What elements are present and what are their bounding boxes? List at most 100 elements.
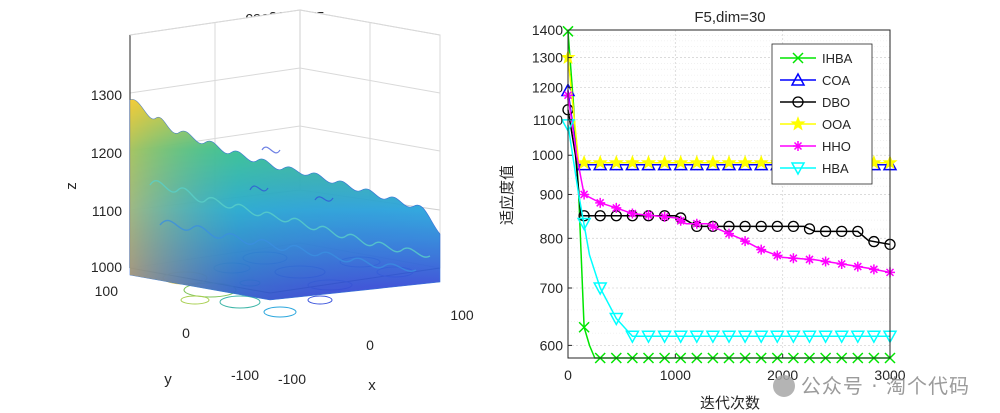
- z-axis-label: z: [63, 182, 80, 190]
- wechat-icon: [772, 375, 795, 397]
- watermark-text: 公众号 · 淘个代码: [800, 374, 970, 398]
- y-tick-label: 1400: [532, 22, 563, 38]
- legend-item-dbo: DBO: [780, 95, 850, 110]
- marker-hba: [786, 330, 801, 344]
- x-axis-label: x: [368, 377, 376, 394]
- marker-dbo: [739, 220, 751, 233]
- marker-hho: [724, 228, 734, 239]
- marker-hba: [673, 330, 688, 344]
- legend-label: OOA: [822, 117, 851, 132]
- surface-plot: [129, 99, 441, 301]
- legend-marker: [792, 96, 804, 108]
- series-hba: [560, 119, 898, 344]
- marker-ooa: [624, 154, 640, 170]
- legend: IHBA COA DBO OOA HHO HBA: [771, 43, 873, 185]
- marker-ooa: [608, 154, 624, 170]
- marker-ihba: [578, 321, 590, 333]
- legend-item-coa: COA: [780, 72, 851, 88]
- marker-hho: [643, 210, 654, 221]
- marker-ooa: [640, 154, 657, 170]
- z-tick-1200: 1200: [91, 145, 122, 161]
- legend-box: [771, 43, 873, 185]
- legend-label: DBO: [822, 95, 850, 110]
- right-convergence-plot: F5,dim=30 1400 1300 1200 1100 1000 900 800 700 6…: [498, 9, 906, 412]
- marker-hba: [641, 330, 656, 344]
- marker-hho: [740, 236, 751, 247]
- marker-dbo: [868, 235, 880, 248]
- series-line-ooa: [567, 57, 890, 164]
- marker-hba: [850, 330, 866, 344]
- x-tick-neg100: -100: [278, 371, 306, 387]
- marker-ooa: [705, 154, 721, 170]
- marker-hba: [818, 330, 833, 344]
- marker-hho: [868, 264, 879, 275]
- legend-item-hba: HBA: [780, 161, 849, 176]
- marker-ooa: [737, 154, 753, 170]
- marker-hba: [609, 312, 624, 327]
- marker-dbo: [819, 225, 832, 238]
- marker-hba: [753, 330, 769, 344]
- marker-dbo: [836, 225, 848, 238]
- marker-hba: [770, 330, 785, 344]
- y-tick-100: 100: [95, 283, 119, 299]
- z-tick-1100: 1100: [92, 203, 122, 219]
- x-tick-label: 3000: [874, 367, 905, 383]
- legend-label: HHO: [822, 139, 851, 154]
- marker-hba: [802, 330, 817, 344]
- marker-dbo: [771, 220, 783, 233]
- marker-hho: [707, 221, 718, 232]
- marker-hho: [756, 244, 767, 255]
- legend-item-ooa: OOA: [780, 116, 851, 132]
- legend-label: COA: [822, 73, 851, 88]
- marker-ooa: [576, 154, 592, 170]
- marker-hba: [737, 330, 753, 344]
- marker-hba: [576, 217, 592, 232]
- marker-hba: [689, 330, 705, 344]
- y-tick-label: 1100: [533, 112, 563, 128]
- marker-dbo: [755, 220, 767, 233]
- x-axis: -100 0 100 x: [278, 307, 474, 394]
- marker-ooa: [673, 154, 689, 170]
- legend-marker: [790, 116, 806, 131]
- y-tick-label: 900: [540, 186, 564, 202]
- z-axis: 1300 1200 1100 1000 z: [63, 87, 122, 275]
- y-tick-neg100: -100: [231, 367, 259, 383]
- z-tick-1300: 1300: [91, 87, 122, 103]
- x-tick-0: 0: [366, 337, 374, 353]
- x-tick-label: 1000: [660, 367, 691, 383]
- y-tick-label: 800: [540, 230, 564, 246]
- marker-hba: [657, 330, 672, 344]
- z-tick-1000: 1000: [91, 259, 122, 275]
- y-tick-0: 0: [182, 325, 190, 341]
- marker-hho: [788, 253, 799, 264]
- marker-hba: [592, 282, 608, 296]
- legend-label: IHBA: [822, 51, 853, 66]
- marker-hho: [852, 261, 863, 272]
- legend-item-hho: HHO: [780, 139, 851, 154]
- y-tick-label: 1000: [532, 147, 563, 163]
- right-chart-title: F5,dim=30: [694, 9, 765, 26]
- y-tick-label: 700: [540, 280, 564, 296]
- marker-hho: [659, 211, 670, 222]
- series-line-hba: [567, 124, 890, 337]
- marker-hho: [836, 258, 847, 269]
- marker-hba: [834, 330, 849, 344]
- marker-ooa: [753, 154, 769, 170]
- legend-item-ihba: IHBA: [780, 51, 853, 66]
- marker-hho: [611, 202, 622, 213]
- marker-hho: [579, 189, 590, 200]
- x-tick-100: 100: [450, 307, 474, 323]
- marker-hho: [675, 215, 686, 226]
- left-3d-plot: cec2017-F5: [63, 9, 474, 394]
- marker-dbo: [852, 225, 864, 238]
- y-tick-label: 600: [540, 337, 564, 353]
- marker-hho: [595, 197, 606, 208]
- marker-hho: [804, 254, 815, 265]
- marker-ooa: [592, 154, 608, 170]
- legend-label: HBA: [822, 161, 849, 176]
- y-tick-label: 1300: [532, 50, 563, 66]
- right-x-axis-label: 迭代次数: [700, 394, 760, 412]
- legend-marker: [790, 162, 806, 176]
- legend-marker: [793, 141, 803, 151]
- marker-dbo: [803, 223, 816, 235]
